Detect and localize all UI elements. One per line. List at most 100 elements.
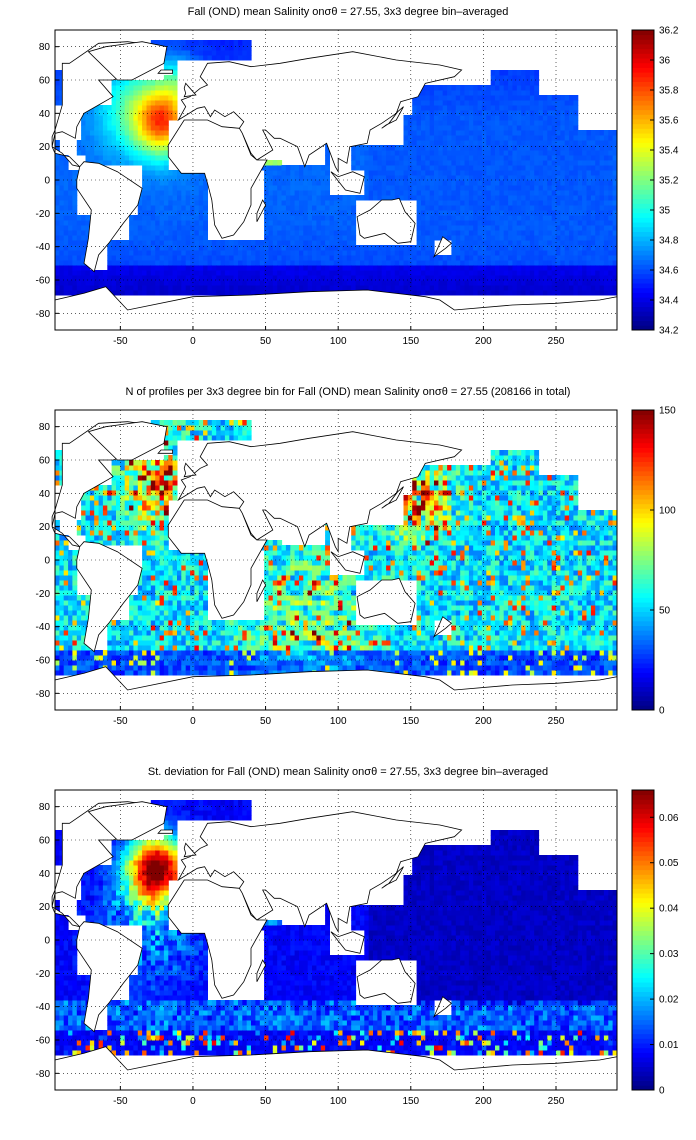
profiles-bin [155, 515, 161, 521]
profiles-map: -50 0 50 100 150 200 250-80-60-40-200204060800… [36, 406, 677, 728]
salinity-bin [386, 170, 391, 176]
salinity-bin [425, 180, 431, 186]
salinity-bin [211, 245, 217, 251]
salinity-bin [146, 210, 152, 216]
salinity-bin [416, 220, 422, 226]
salinity-bin [133, 270, 139, 276]
salinity-bin [238, 280, 243, 286]
salinity-coastline [167, 51, 463, 239]
salinity-bin [290, 250, 296, 256]
salinity-bin [81, 275, 86, 281]
salinity-bin [503, 175, 509, 181]
salinity-bin [181, 230, 187, 236]
salinity-bin [529, 95, 535, 101]
salinity-bin [442, 120, 448, 126]
salinity-bin [163, 155, 169, 161]
salinity-bin [168, 65, 174, 71]
salinity-bin [307, 185, 313, 191]
salinity-bin [325, 175, 330, 181]
salinity-bin [268, 185, 274, 191]
profiles-bin [116, 485, 121, 491]
salinity-bin [425, 95, 431, 101]
salinity-bin [207, 285, 213, 291]
salinity-bin [325, 205, 330, 211]
salinity-bin [582, 165, 587, 171]
salinity-colorbar-segment [632, 39, 654, 45]
salinity-bin [481, 170, 487, 176]
salinity-bin [338, 285, 344, 291]
salinity-bin [486, 235, 492, 241]
profiles-bin [81, 525, 86, 531]
salinity-bin [394, 290, 400, 296]
salinity-bin [194, 200, 200, 206]
salinity-bin [495, 130, 500, 136]
profiles-bin [107, 520, 113, 526]
salinity-bin [120, 255, 126, 261]
salinity-bin [481, 240, 487, 246]
salinity-bin [412, 280, 418, 286]
salinity-bin [447, 280, 452, 286]
salinity-bin [185, 275, 191, 281]
salinity-bin [120, 120, 126, 126]
profiles-bin [146, 595, 152, 601]
salinity-bin [177, 235, 182, 241]
salinity-bin [603, 180, 609, 186]
salinity-bin [603, 225, 609, 231]
salinity-bin [481, 175, 487, 181]
salinity-bin [595, 150, 601, 156]
salinity-bin [116, 280, 121, 286]
salinity-bin [473, 200, 479, 206]
salinity-bin [203, 50, 208, 56]
salinity-bin [168, 260, 174, 266]
salinity-bin [460, 150, 466, 156]
salinity-bin [177, 180, 182, 186]
salinity-bin [325, 245, 330, 251]
salinity-bin [390, 155, 396, 161]
salinity-bin [582, 260, 587, 266]
salinity-bin [303, 280, 309, 286]
salinity-bin [569, 170, 574, 176]
profiles-bin [159, 545, 165, 551]
salinity-bin [403, 135, 409, 141]
salinity-bin [159, 190, 165, 196]
salinity-bin [268, 270, 274, 276]
salinity-bin [473, 145, 479, 151]
salinity-bin [155, 40, 161, 46]
salinity-bin [468, 270, 474, 276]
profiles-bin [150, 565, 156, 571]
salinity-bin [116, 275, 121, 281]
salinity-bin [490, 280, 496, 286]
salinity-bin [172, 60, 178, 66]
profiles-bin [137, 475, 143, 481]
salinity-bin [599, 230, 605, 236]
salinity-bin [194, 225, 200, 231]
salinity-ytick-label: 0 [44, 176, 50, 187]
salinity-bin [194, 55, 200, 61]
salinity-bin [551, 290, 557, 296]
salinity-bin [172, 55, 178, 61]
profiles-bin [172, 655, 178, 661]
salinity-bin [150, 175, 156, 181]
salinity-bin [534, 135, 540, 141]
profiles-bin [137, 490, 143, 496]
salinity-bin [55, 95, 60, 101]
salinity-ytick-label: 80 [39, 42, 51, 53]
salinity-bin [421, 115, 426, 121]
salinity-bin [547, 240, 553, 246]
salinity-bin [460, 180, 466, 186]
salinity-bin [503, 250, 509, 256]
salinity-bin [399, 275, 405, 281]
salinity-bin [133, 110, 139, 116]
salinity-bin [495, 95, 500, 101]
salinity-bin [255, 250, 261, 256]
profiles-bin [85, 615, 91, 621]
salinity-bin [521, 240, 527, 246]
salinity-bin [390, 250, 396, 256]
salinity-bin [185, 280, 191, 286]
salinity-bin [351, 145, 357, 151]
profiles-bin [81, 605, 86, 611]
salinity-bin [490, 270, 496, 276]
salinity-bin [281, 170, 287, 176]
salinity-bin [251, 280, 256, 286]
salinity-bin [303, 240, 309, 246]
